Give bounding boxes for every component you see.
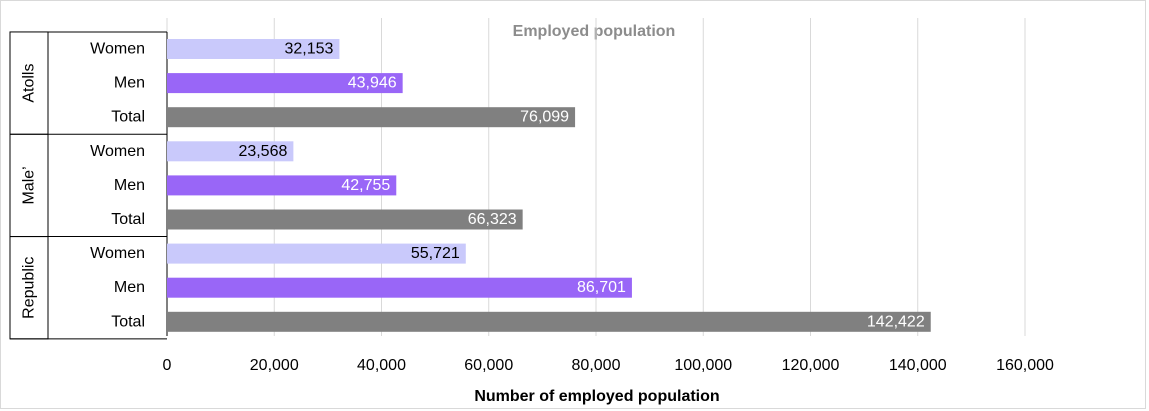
bar [167,73,403,94]
category-label: Women [90,245,145,262]
bars [167,39,931,332]
data-label: 32,153 [284,41,333,58]
data-label: 66,323 [468,211,517,228]
group-label: Atolls [21,64,38,103]
x-tick-label: 60,000 [464,357,513,374]
x-tick-label: 80,000 [572,357,621,374]
x-tick-label: 140,000 [889,357,947,374]
bar [167,141,294,162]
data-label: 76,099 [520,109,569,126]
category-labels: Women Men Total Women Men Total Women Men Total [90,41,145,331]
category-label: Total [111,109,145,126]
x-tick-label: 20,000 [250,357,299,374]
data-label: 142,422 [867,313,925,330]
category-label: Men [114,279,145,296]
x-tick-label: 120,000 [782,357,840,374]
bar [167,107,576,128]
x-tick-label: 40,000 [357,357,406,374]
data-label: 23,568 [238,143,287,160]
bar [167,175,397,196]
bar [167,277,632,298]
category-label: Men [114,75,145,92]
bar [167,39,340,59]
x-tick-label: 0 [163,357,172,374]
category-label: Men [114,177,145,194]
category-label: Women [90,143,145,160]
x-tick-labels: 0 20,000 40,000 60,000 80,000 100,000 120,000 1… [163,357,1054,374]
x-tick-label: 100,000 [674,357,732,374]
bar [167,209,523,230]
category-label: Women [90,41,145,58]
x-axis-title: Number of employed population [474,388,719,405]
bar [167,243,466,264]
group-labels: Atolls Male’ Republic [21,64,38,319]
x-tick-label: 160,000 [996,357,1054,374]
data-label: 42,755 [341,177,390,194]
data-label: 43,946 [348,75,397,92]
data-labels: 32,153 43,946 76,099 23,568 42,755 66,323 55,7… [238,41,924,331]
category-label: Total [111,313,145,330]
data-label: 86,701 [577,279,626,296]
group-label: Male’ [21,166,38,204]
bar [167,311,931,332]
data-label: 55,721 [411,245,460,262]
chart-title: Employed population [513,23,676,40]
group-label: Republic [21,257,38,319]
category-label: Total [111,211,145,228]
